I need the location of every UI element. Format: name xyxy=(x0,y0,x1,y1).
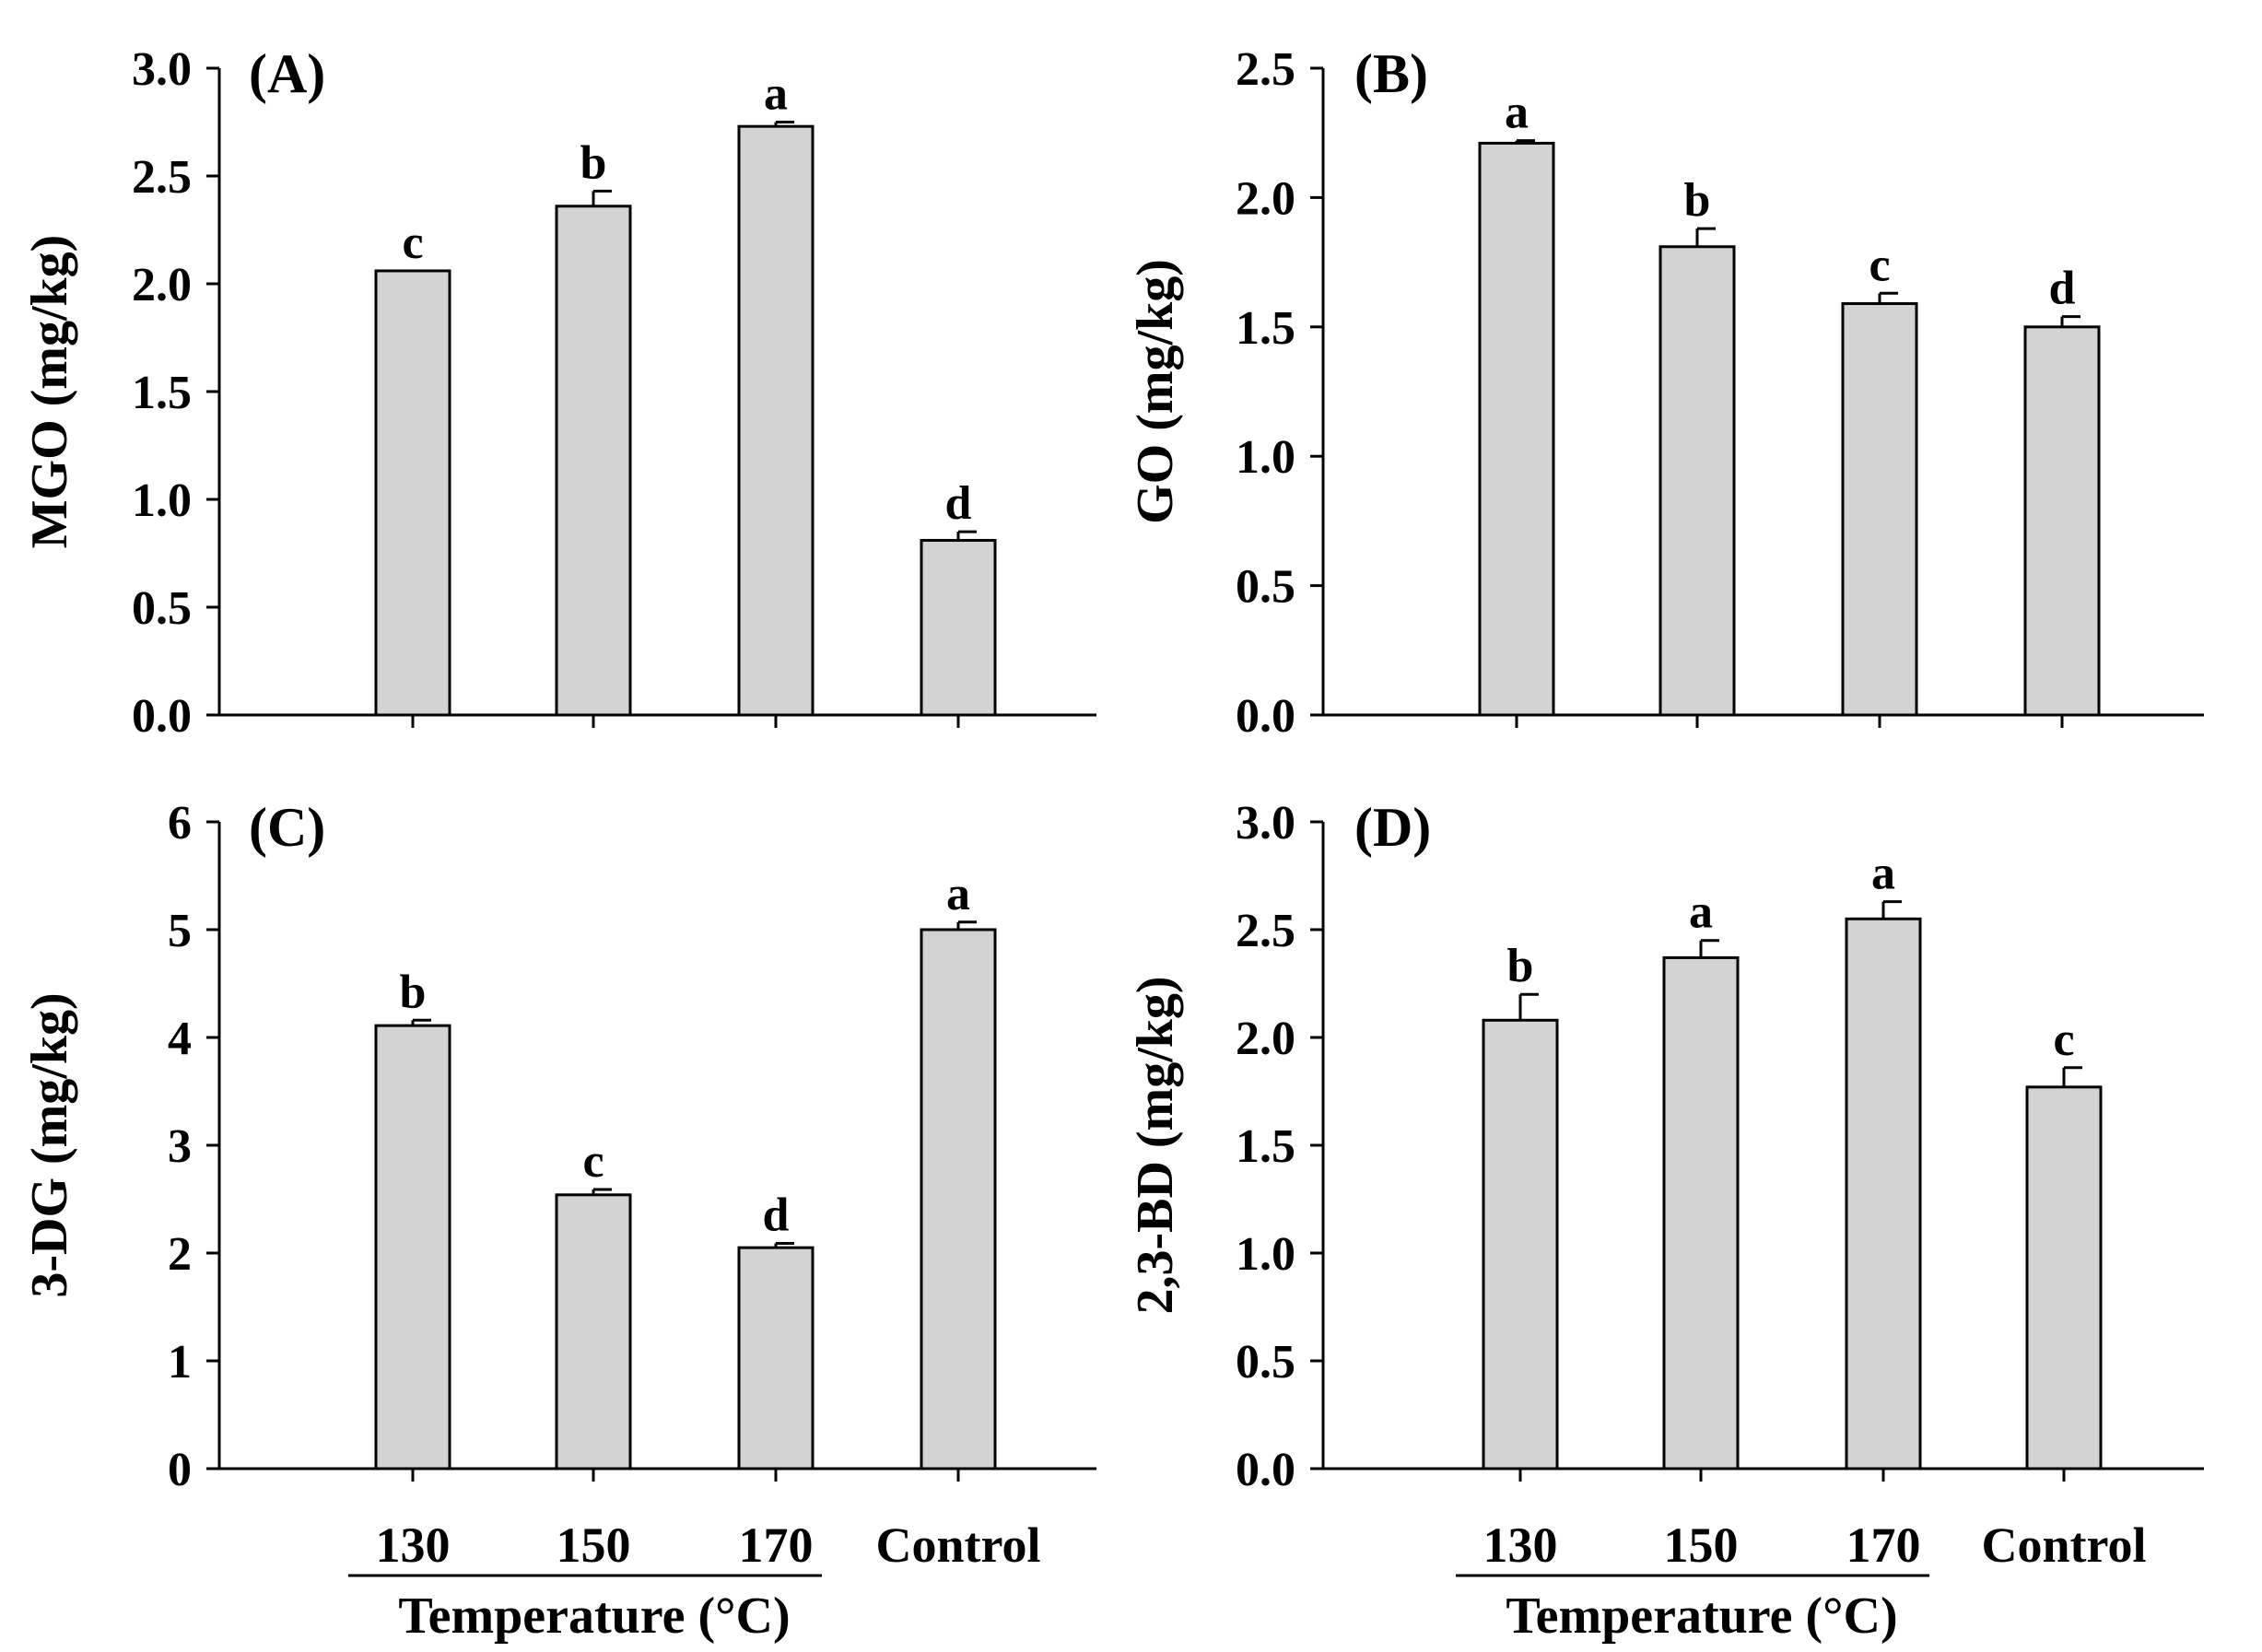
y-tick-label: 1 xyxy=(168,1336,192,1388)
x-category-label: 170 xyxy=(739,1517,814,1573)
bar xyxy=(555,1193,632,1470)
bar xyxy=(1658,245,1736,717)
significance-letter: c xyxy=(402,217,423,269)
panel-a: 0.0 0.5 1.0 1.5 2.0 2.5 3.0 c b a d (A) MGO (mg/kg) xyxy=(21,43,1096,743)
panel-label: (B) xyxy=(1354,43,1428,104)
x-axis-title: Temperature (°C) xyxy=(398,1588,790,1645)
y-axis-title: 3-DG (mg/kg) xyxy=(21,992,78,1297)
y-tick-label: 2.0 xyxy=(132,259,192,311)
y-tick-label: 2.0 xyxy=(1236,172,1295,225)
bar xyxy=(1845,917,1922,1470)
panel-label: (A) xyxy=(249,43,325,104)
significance-letter: d xyxy=(763,1189,790,1241)
bar xyxy=(374,269,451,717)
y-tick-label: 0.5 xyxy=(132,582,192,635)
bar xyxy=(1841,302,1918,717)
y-tick-label: 5 xyxy=(168,905,192,957)
y-tick-label: 6 xyxy=(168,797,192,849)
y-tick-label: 1.0 xyxy=(132,475,192,527)
significance-letter: a xyxy=(946,868,970,920)
y-tick-label: 0.0 xyxy=(1236,1444,1295,1496)
y-tick-label: 0 xyxy=(168,1444,192,1496)
y-axis-title: 2,3-BD (mg/kg) xyxy=(1127,976,1184,1314)
significance-letter: b xyxy=(1684,174,1711,227)
y-axis-title: GO (mg/kg) xyxy=(1127,259,1184,524)
bar xyxy=(555,205,632,717)
bar xyxy=(737,124,815,717)
significance-letter: b xyxy=(400,966,427,1018)
x-category-label: 150 xyxy=(557,1517,631,1573)
significance-letter: a xyxy=(764,68,788,121)
y-tick-label: 1.5 xyxy=(1236,1120,1295,1173)
y-tick-label: 2.5 xyxy=(1236,43,1295,96)
bar xyxy=(1478,141,1555,717)
y-tick-label: 2.5 xyxy=(1236,905,1295,957)
bar xyxy=(1482,1018,1559,1470)
y-tick-label: 4 xyxy=(168,1013,192,1065)
significance-letter: b xyxy=(580,136,607,189)
y-tick-label: 3.0 xyxy=(1236,797,1295,849)
significance-letter: c xyxy=(2053,1013,2074,1066)
panel-label: (C) xyxy=(249,797,325,858)
significance-letter: d xyxy=(945,477,972,530)
y-tick-label: 0.5 xyxy=(1236,1336,1295,1388)
x-category-label: Control xyxy=(875,1517,1040,1573)
x-category-label: Control xyxy=(1981,1517,2146,1573)
significance-letter: b xyxy=(1507,940,1534,992)
significance-letter: c xyxy=(1869,239,1890,291)
y-tick-label: 3 xyxy=(168,1120,192,1173)
y-tick-label: 2 xyxy=(168,1228,192,1281)
bar xyxy=(2025,1085,2103,1470)
y-tick-label: 2.5 xyxy=(132,151,192,204)
y-tick-label: 1.0 xyxy=(1236,431,1295,484)
y-tick-label: 0.0 xyxy=(132,690,192,743)
bar xyxy=(920,928,997,1470)
y-axis-title: MGO (mg/kg) xyxy=(21,235,78,549)
x-category-label: 170 xyxy=(1846,1517,1921,1573)
bar xyxy=(374,1024,451,1470)
panel-d: 0.0 0.5 1.0 1.5 2.0 2.5 3.0 b a a c (D) 2,3-BD (mg/k… xyxy=(1127,797,2204,1645)
bar xyxy=(2023,325,2101,717)
panel-label: (D) xyxy=(1354,797,1431,858)
significance-letter: a xyxy=(1871,848,1895,900)
bar xyxy=(1662,955,1740,1470)
significance-letter: c xyxy=(582,1135,604,1188)
bar xyxy=(920,538,997,717)
x-axis-title: Temperature (°C) xyxy=(1506,1588,1897,1645)
x-category-label: 130 xyxy=(1483,1517,1558,1573)
panel-b: 0.0 0.5 1.0 1.5 2.0 2.5 a b c d (B) GO (mg/kg) xyxy=(1127,43,2204,743)
bar xyxy=(737,1246,815,1470)
y-tick-label: 1.5 xyxy=(132,367,192,419)
y-tick-label: 2.0 xyxy=(1236,1013,1295,1065)
x-category-label: 150 xyxy=(1664,1517,1739,1573)
y-tick-label: 1.5 xyxy=(1236,302,1295,355)
significance-letter: a xyxy=(1505,87,1529,139)
x-category-label: 130 xyxy=(376,1517,451,1573)
significance-letter: a xyxy=(1689,886,1713,939)
y-tick-label: 3.0 xyxy=(132,43,192,96)
y-tick-label: 1.0 xyxy=(1236,1228,1295,1281)
y-tick-label: 0.0 xyxy=(1236,690,1295,743)
y-tick-label: 0.5 xyxy=(1236,561,1295,614)
panel-c: 0 1 2 3 4 5 6 b c d a (C) 3-DG (mg/kg) 130 150 170 Contr… xyxy=(21,797,1096,1645)
significance-letter: d xyxy=(2049,263,2076,315)
